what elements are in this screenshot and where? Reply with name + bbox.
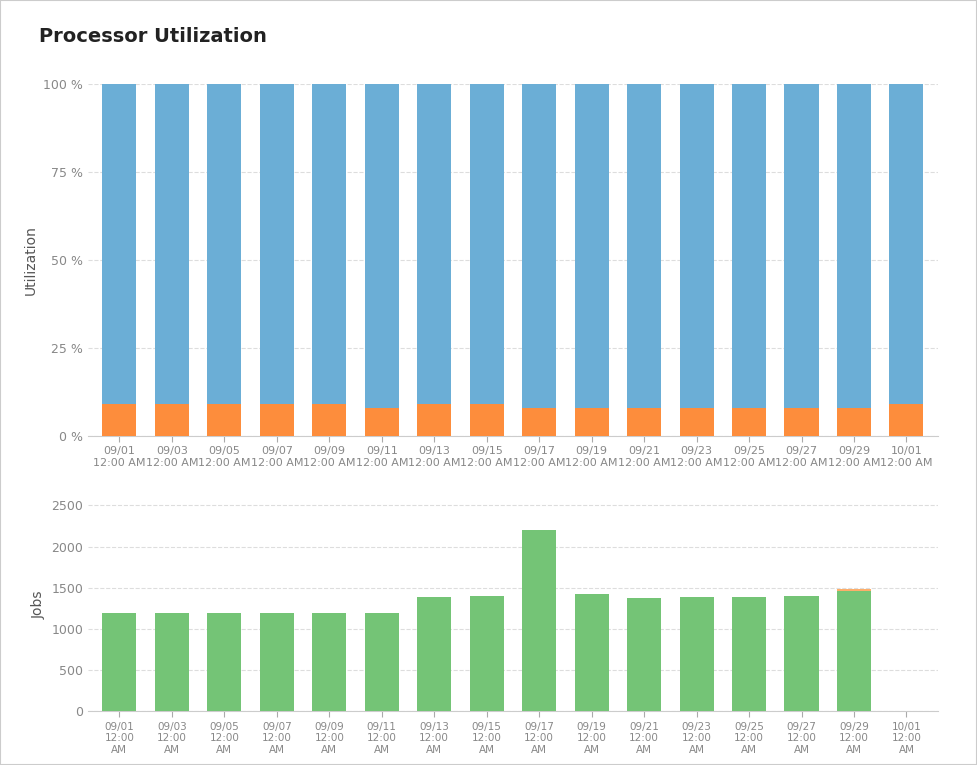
Bar [837,589,871,591]
Bar [313,613,346,711]
Bar [417,597,451,711]
Bar [313,84,346,405]
Bar [522,530,556,711]
Bar [889,84,923,405]
Bar [574,594,609,711]
Bar [364,408,399,436]
Legend: Available, Utilized: Available, Utilized [426,499,600,522]
Bar [889,405,923,436]
Text: Processor Utilization: Processor Utilization [39,27,267,46]
Bar [470,84,504,405]
Bar [837,84,871,408]
Bar [103,84,137,405]
Bar [260,84,294,405]
Bar [574,84,609,408]
Bar [207,405,241,436]
Bar [680,408,713,436]
Bar [627,408,661,436]
Bar [732,408,766,436]
Bar [364,613,399,711]
Bar [103,613,137,711]
Bar [837,408,871,436]
Bar [154,613,189,711]
Bar [522,84,556,408]
Bar [313,405,346,436]
Bar [680,597,713,711]
Bar [207,613,241,711]
Bar [417,84,451,405]
Bar [680,84,713,408]
Bar [260,613,294,711]
Bar [417,405,451,436]
Bar [785,84,819,408]
Bar [260,405,294,436]
Bar [785,596,819,711]
Bar [785,408,819,436]
Bar [207,84,241,405]
Bar [522,408,556,436]
Bar [574,408,609,436]
Bar [154,84,189,405]
Bar [103,405,137,436]
Bar [364,84,399,408]
Bar [732,84,766,408]
Y-axis label: Jobs: Jobs [31,590,46,619]
Bar [627,597,661,711]
Bar [470,405,504,436]
Bar [837,591,871,711]
Y-axis label: Utilization: Utilization [23,225,38,295]
Bar [154,405,189,436]
Bar [732,597,766,711]
Bar [470,596,504,711]
Bar [627,84,661,408]
